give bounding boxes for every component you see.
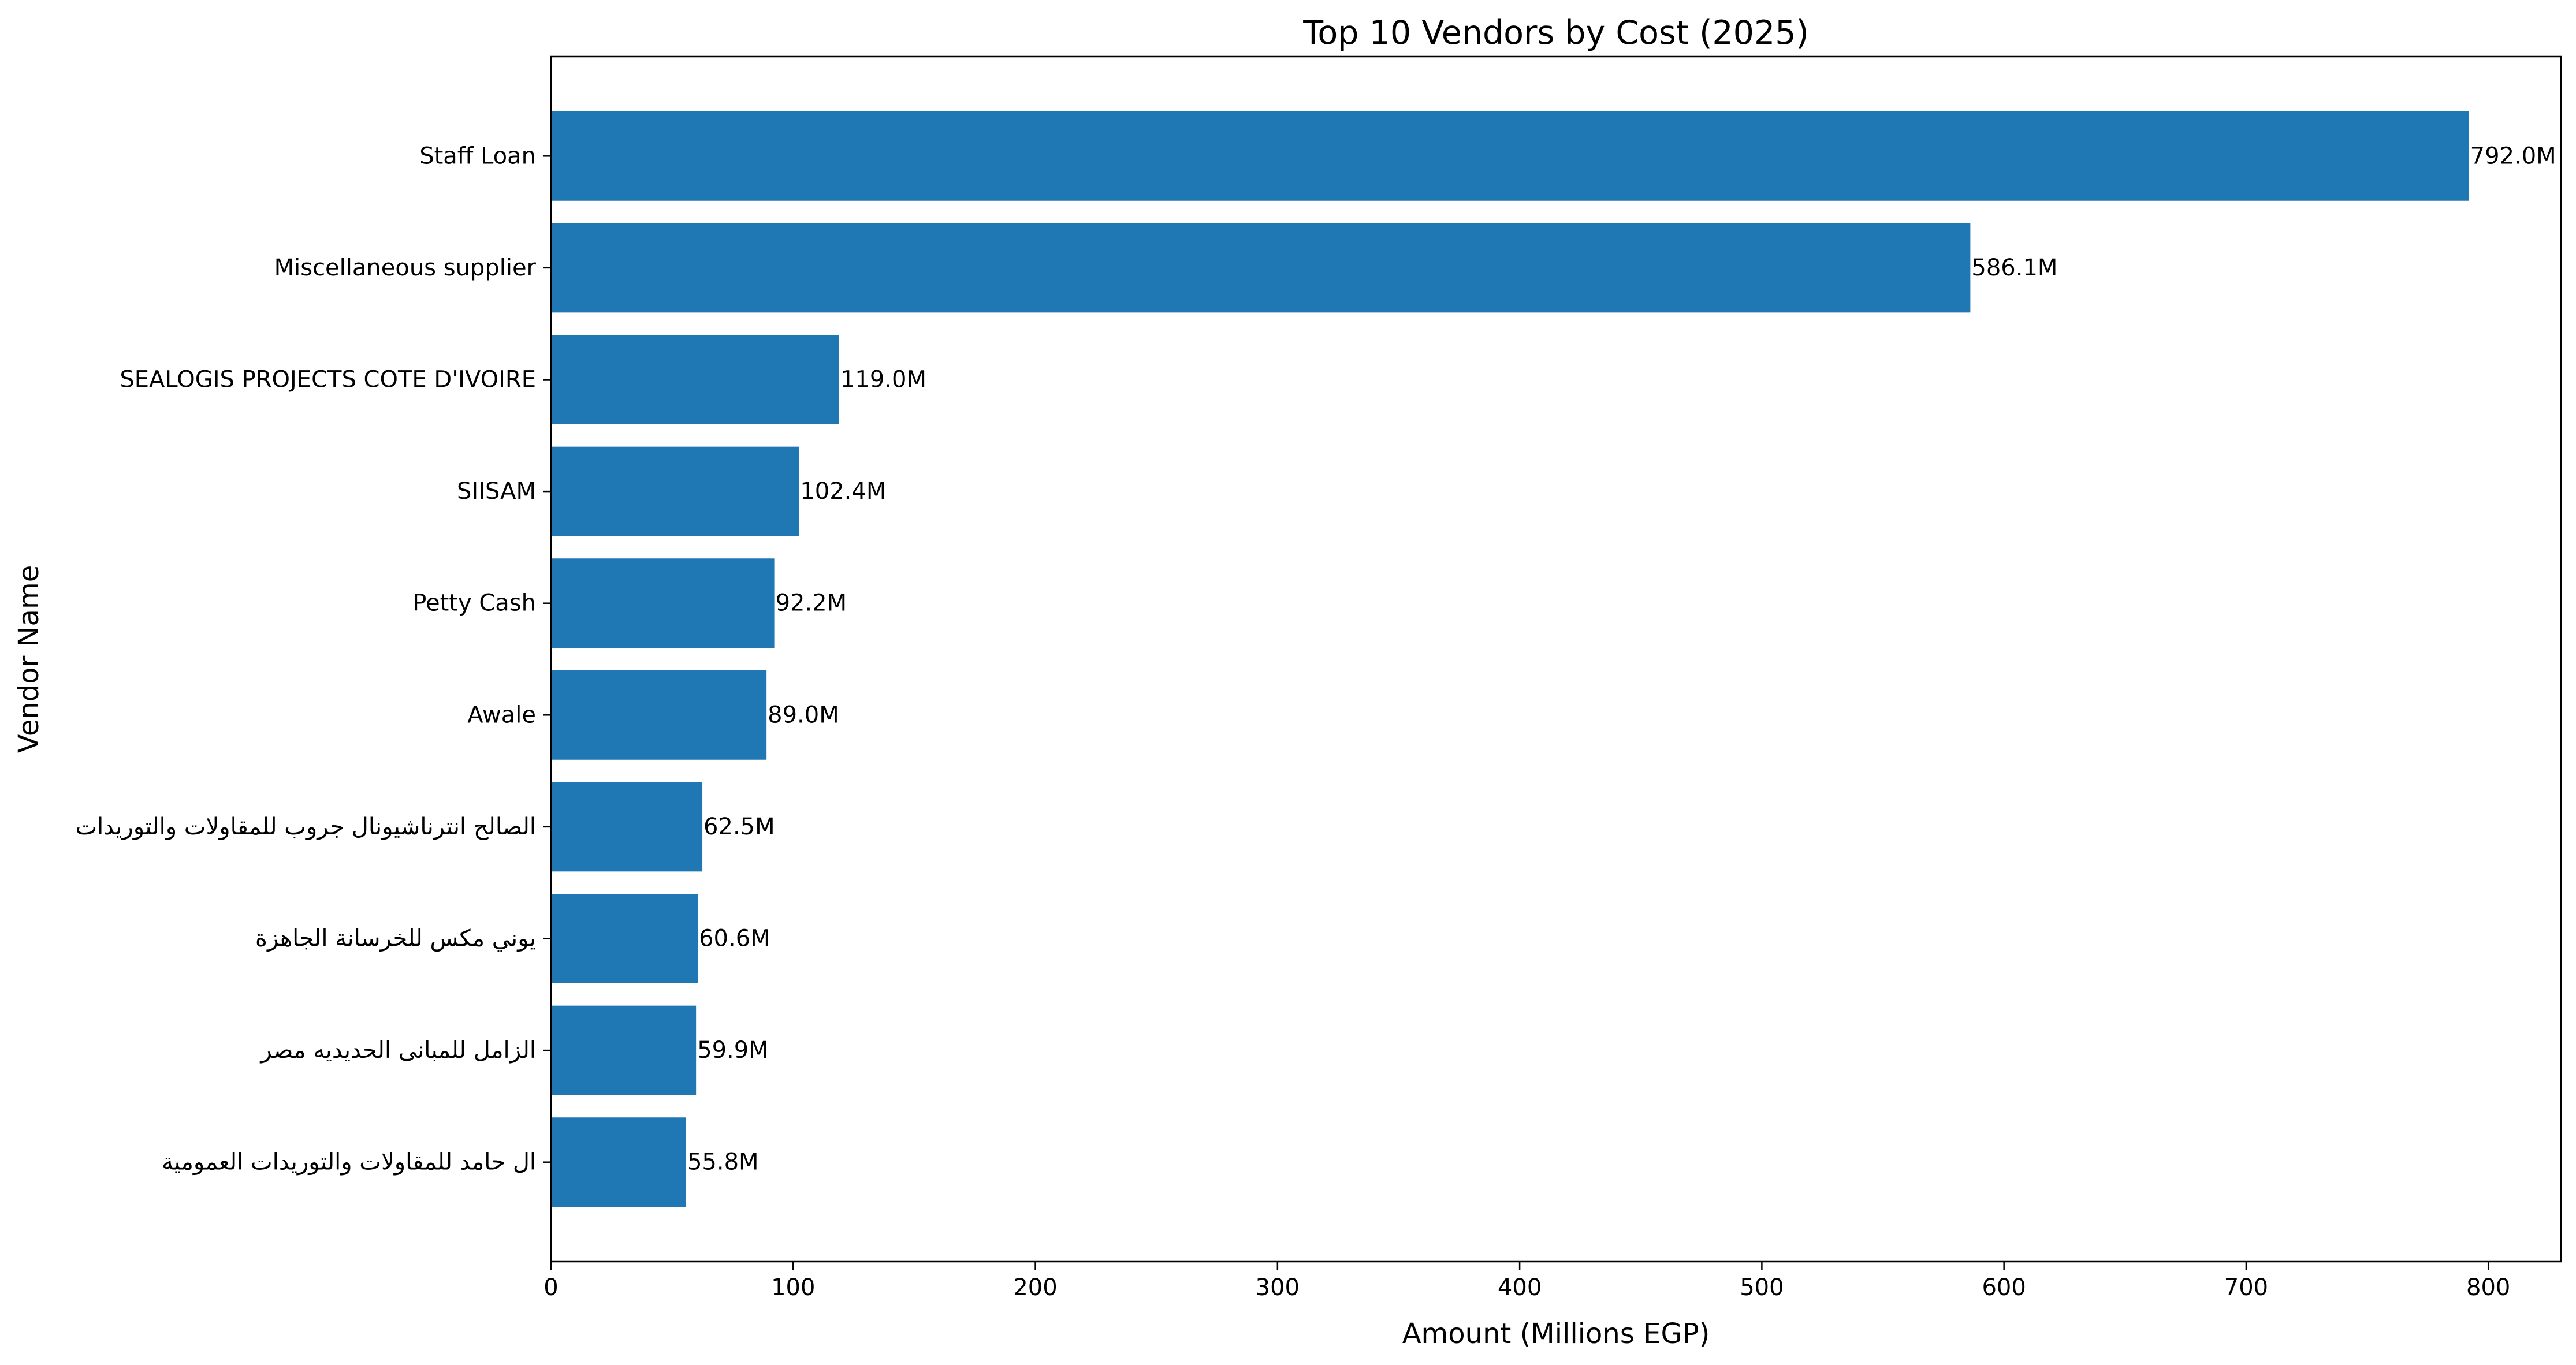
bar-3 xyxy=(551,446,799,536)
y-tick-label-7: يوني مكس للخرسانة الجاهزة xyxy=(255,925,536,952)
y-tick-label-9: ال حامد للمقاولات والتوريدات العمومية xyxy=(162,1149,536,1176)
y-axis-ticks: Staff Loan Miscellaneous supplier SEALOGIS… xyxy=(76,143,551,1176)
y-tick-label-3: SIISAM xyxy=(457,478,536,505)
value-label-7: 60.6M xyxy=(699,925,770,952)
y-tick-label-8: الزامل للمبانى الحديديه مصر xyxy=(259,1037,536,1064)
plot-frame xyxy=(550,55,2562,1263)
value-label-6: 62.5M xyxy=(703,814,775,840)
chart-title: Top 10 Vendors by Cost (2025) xyxy=(1302,14,1808,52)
value-label-2: 119.0M xyxy=(840,367,926,393)
bar-8 xyxy=(551,1005,697,1095)
bar-0 xyxy=(551,111,2469,201)
x-axis-ticks: 0 100 200 300 400 500 600 700 800 xyxy=(544,1262,2510,1301)
x-tick-label-8: 800 xyxy=(2466,1274,2510,1301)
x-tick-label-0: 0 xyxy=(544,1274,558,1301)
value-labels: 792.0M 586.1M 119.0M 102.4M 92.2M 89.0M 62.5M 6… xyxy=(687,143,2556,1175)
bar-1 xyxy=(551,223,1971,313)
value-label-9: 55.8M xyxy=(687,1149,759,1176)
y-axis-label: Vendor Name xyxy=(13,565,45,754)
bars-layer xyxy=(551,111,2469,1207)
bar-4 xyxy=(551,558,775,648)
x-tick-label-4: 400 xyxy=(1498,1274,1542,1301)
bar-5 xyxy=(551,670,767,760)
x-tick-label-7: 700 xyxy=(2224,1274,2268,1301)
value-label-0: 792.0M xyxy=(2470,143,2556,169)
value-label-1: 586.1M xyxy=(1971,255,2057,281)
value-label-4: 92.2M xyxy=(776,590,847,617)
y-tick-label-0: Staff Loan xyxy=(419,143,536,169)
value-label-3: 102.4M xyxy=(800,478,886,505)
y-tick-label-6: الصالح انترناشيونال جروب للمقاولات والتو… xyxy=(76,814,536,840)
x-axis-label: Amount (Millions EGP) xyxy=(1402,1318,1710,1350)
bar-6 xyxy=(551,782,703,872)
value-label-8: 59.9M xyxy=(697,1037,769,1064)
x-tick-label-5: 500 xyxy=(1740,1274,1784,1301)
x-tick-label-2: 200 xyxy=(1013,1274,1057,1301)
y-tick-label-5: Awale xyxy=(467,702,536,728)
bar-9 xyxy=(551,1117,686,1207)
bar-2 xyxy=(551,335,839,424)
value-label-5: 89.0M xyxy=(768,702,839,728)
x-tick-label-3: 300 xyxy=(1256,1274,1300,1301)
y-tick-label-2: SEALOGIS PROJECTS COTE D'IVOIRE xyxy=(120,367,536,393)
x-tick-label-6: 600 xyxy=(1982,1274,2026,1301)
y-tick-label-1: Miscellaneous supplier xyxy=(274,255,537,281)
y-tick-label-4: Petty Cash xyxy=(412,590,536,617)
bar-7 xyxy=(551,894,698,983)
x-tick-label-1: 100 xyxy=(771,1274,815,1301)
